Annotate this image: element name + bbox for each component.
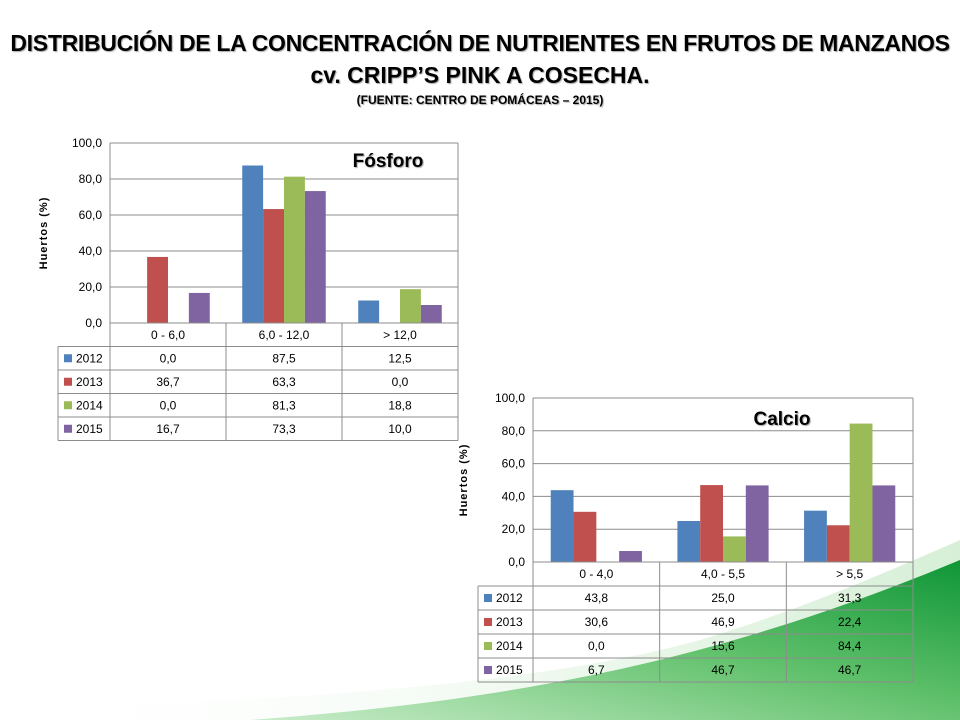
data-label: 30,6 xyxy=(585,615,609,629)
y-axis-label: Huertos (%) xyxy=(458,444,470,517)
data-label: 73,3 xyxy=(272,422,296,436)
data-label: 0,0 xyxy=(392,375,409,389)
bar xyxy=(263,209,284,323)
data-label: 84,4 xyxy=(838,639,862,653)
data-label: 81,3 xyxy=(272,398,296,412)
bar xyxy=(573,511,597,562)
y-tick-label: 80,0 xyxy=(502,424,526,438)
x-tick-label: 0 - 6,0 xyxy=(151,328,185,342)
legend-key xyxy=(64,377,72,386)
y-tick-label: 60,0 xyxy=(502,457,526,471)
data-label: 12,5 xyxy=(388,351,412,365)
bar xyxy=(804,510,827,562)
chart-title: Fósforo xyxy=(353,151,424,172)
x-tick-label: 4,0 - 5,5 xyxy=(701,567,745,581)
y-tick-label: 60,0 xyxy=(79,208,103,222)
bar xyxy=(420,305,442,323)
data-label: 0,0 xyxy=(588,639,605,653)
data-label: 43,8 xyxy=(585,591,609,605)
legend-key xyxy=(64,424,72,433)
bar xyxy=(619,551,642,562)
y-tick-label: 0,0 xyxy=(508,555,525,569)
x-tick-label: 0 - 4,0 xyxy=(579,567,613,581)
legend-label: 2014 xyxy=(496,639,523,653)
bar xyxy=(677,521,701,562)
y-tick-label: 40,0 xyxy=(79,244,103,258)
legend-label: 2012 xyxy=(76,351,103,365)
chart-title: Calcio xyxy=(753,409,810,430)
data-label: 10,0 xyxy=(388,422,412,436)
legend-key xyxy=(484,594,492,602)
legend-label: 2015 xyxy=(76,422,103,436)
data-label: 15,6 xyxy=(711,639,735,653)
bar xyxy=(284,176,305,323)
y-tick-label: 40,0 xyxy=(502,489,526,503)
bar xyxy=(550,490,574,562)
x-tick-label: 6,0 - 12,0 xyxy=(259,328,310,342)
data-label: 87,5 xyxy=(272,351,296,365)
bar xyxy=(147,256,168,323)
y-tick-label: 0,0 xyxy=(85,316,102,330)
y-tick-label: 100,0 xyxy=(495,391,525,405)
legend-key xyxy=(64,354,72,363)
slide-source: (FUENTE: CENTRO DE POMÁCEAS – 2015) xyxy=(356,93,604,107)
legend-label: 2015 xyxy=(496,663,523,677)
data-label: 22,4 xyxy=(838,615,862,629)
slide-title: DISTRIBUCIÓN DE LA CONCENTRACIÓN DE NUTR… xyxy=(10,30,950,56)
data-label: 0,0 xyxy=(160,398,177,412)
bar xyxy=(304,191,326,323)
y-tick-label: 20,0 xyxy=(79,280,103,294)
data-label: 46,7 xyxy=(711,663,735,677)
y-tick-label: 20,0 xyxy=(502,522,526,536)
legend-label: 2014 xyxy=(76,398,103,412)
data-label: 0,0 xyxy=(160,351,177,365)
bar xyxy=(723,536,746,562)
data-label: 63,3 xyxy=(272,375,296,389)
bar xyxy=(700,485,723,562)
legend-label: 2013 xyxy=(76,375,103,389)
x-tick-label: > 12,0 xyxy=(383,328,417,342)
fosforo-chart: 0,0 20,0 40,0 60,0 80,0 100,0 Huertos (%) Fósfo… xyxy=(38,136,459,441)
data-label: 46,9 xyxy=(711,615,735,629)
data-label: 6,7 xyxy=(588,663,605,677)
data-label: 36,7 xyxy=(156,375,180,389)
bar xyxy=(400,289,421,323)
legend-label: 2012 xyxy=(496,591,523,605)
data-label: 25,0 xyxy=(711,591,735,605)
bar xyxy=(745,485,769,562)
calcio-chart: 0,0 20,0 40,0 60,0 80,0 100,0 Huertos (%) Calci… xyxy=(458,391,914,683)
data-label: 16,7 xyxy=(156,422,180,436)
data-label: 31,3 xyxy=(838,591,862,605)
legend-label: 2013 xyxy=(496,615,523,629)
y-tick-label: 100,0 xyxy=(72,136,102,150)
data-label: 46,7 xyxy=(838,663,862,677)
bar xyxy=(358,300,380,323)
bar xyxy=(826,525,850,562)
slide-subtitle: cv. CRIPP’S PINK A COSECHA. xyxy=(310,62,650,88)
bar xyxy=(188,292,210,323)
legend-key xyxy=(484,666,492,674)
legend-key xyxy=(64,401,72,410)
y-axis-label: Huertos (%) xyxy=(38,197,50,270)
legend-key xyxy=(484,618,492,626)
data-label: 18,8 xyxy=(388,398,412,412)
bar xyxy=(872,485,896,562)
y-tick-label: 80,0 xyxy=(79,172,103,186)
bar xyxy=(242,165,264,323)
x-tick-label: > 5,5 xyxy=(836,567,863,581)
legend-key xyxy=(484,642,492,650)
bar xyxy=(849,423,873,562)
